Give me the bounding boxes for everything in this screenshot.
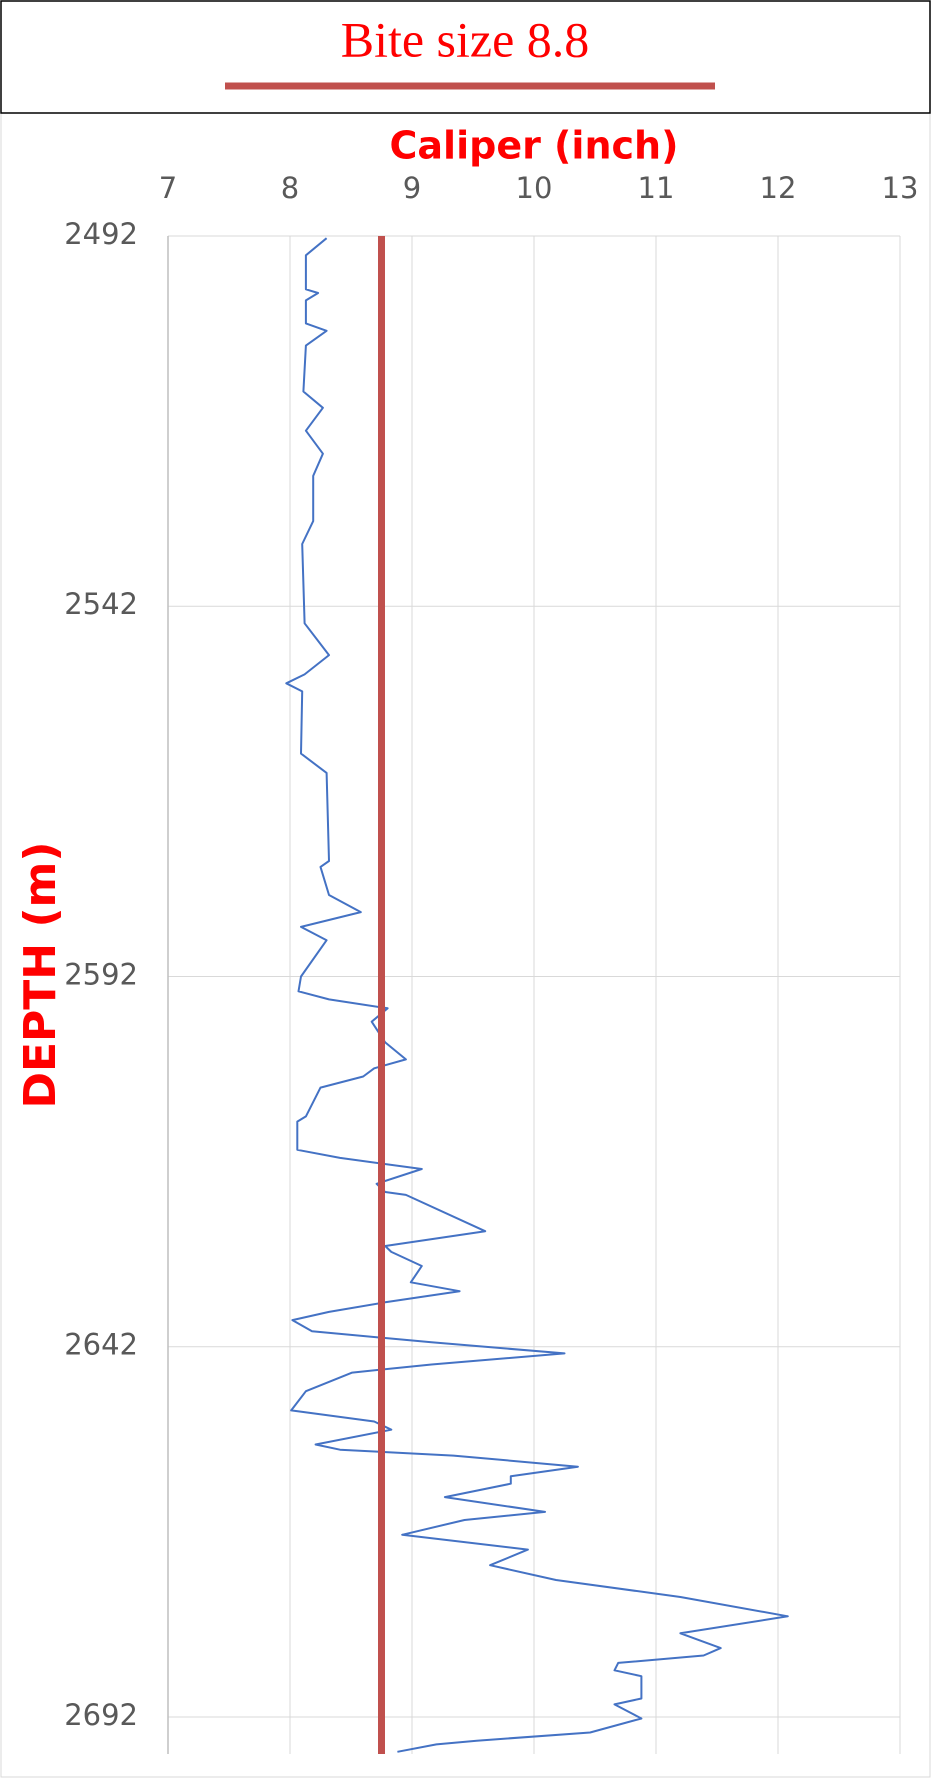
x-tick-label: 7: [159, 171, 177, 205]
y-axis-label: DEPTH (m): [15, 841, 66, 1108]
y-tick-label: 2642: [64, 1328, 138, 1362]
legend-label: Bite size 8.8: [341, 11, 590, 67]
x-tick-label: 11: [638, 171, 675, 205]
y-tick-label: 2692: [64, 1698, 138, 1732]
x-tick-label: 13: [882, 171, 919, 205]
x-tick-label: 8: [281, 171, 299, 205]
x-tick-label: 9: [403, 171, 421, 205]
caliper-line: [285, 237, 789, 1753]
y-tick-label: 2592: [64, 957, 138, 991]
x-tick-label: 12: [760, 171, 797, 205]
y-tick-label: 2542: [64, 587, 138, 621]
x-axis-label: Caliper (inch): [390, 124, 679, 168]
y-tick-label: 2492: [64, 217, 138, 251]
legend-box: [0, 0, 931, 114]
x-tick-label: 10: [516, 171, 553, 205]
